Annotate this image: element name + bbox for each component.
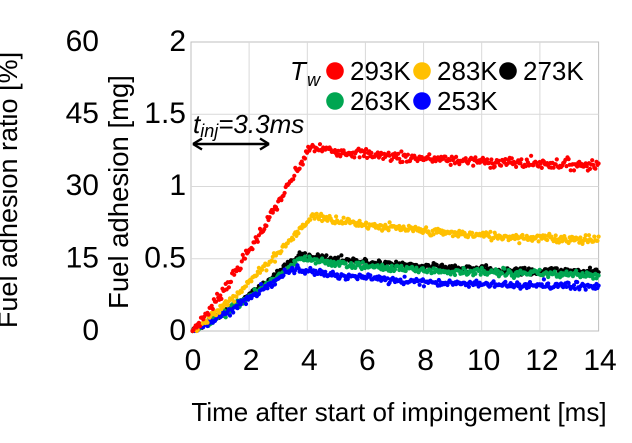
svg-text:2: 2 <box>169 25 186 58</box>
svg-text:1.5: 1.5 <box>144 97 186 130</box>
svg-text:w: w <box>307 70 321 90</box>
svg-text:283K: 283K <box>437 56 498 86</box>
svg-text:0: 0 <box>185 344 202 377</box>
svg-text:10: 10 <box>467 344 500 377</box>
svg-text:0: 0 <box>169 314 186 347</box>
svg-text:263K: 263K <box>350 86 411 116</box>
svg-text:14: 14 <box>583 344 616 377</box>
svg-text:Fuel adhesion [mg]: Fuel adhesion [mg] <box>103 75 134 309</box>
svg-text:1: 1 <box>169 169 186 202</box>
svg-text:2: 2 <box>243 344 260 377</box>
svg-text:Time after start of impingemen: Time after start of impingement [ms] <box>191 397 606 427</box>
svg-text:293K: 293K <box>350 56 411 86</box>
svg-text:12: 12 <box>525 344 558 377</box>
svg-text:0.5: 0.5 <box>144 242 186 275</box>
svg-text:Fuel adhesion ratio [%]: Fuel adhesion ratio [%] <box>0 52 23 328</box>
svg-text:8: 8 <box>417 344 434 377</box>
svg-text:273K: 273K <box>523 56 584 86</box>
svg-text:45: 45 <box>66 97 99 130</box>
svg-text:60: 60 <box>66 25 99 58</box>
svg-text:T: T <box>290 56 308 86</box>
svg-text:30: 30 <box>66 169 99 202</box>
svg-text:0: 0 <box>82 314 99 347</box>
svg-text:4: 4 <box>301 344 318 377</box>
svg-text:253K: 253K <box>437 86 498 116</box>
svg-text:6: 6 <box>359 344 376 377</box>
svg-text:15: 15 <box>66 242 99 275</box>
